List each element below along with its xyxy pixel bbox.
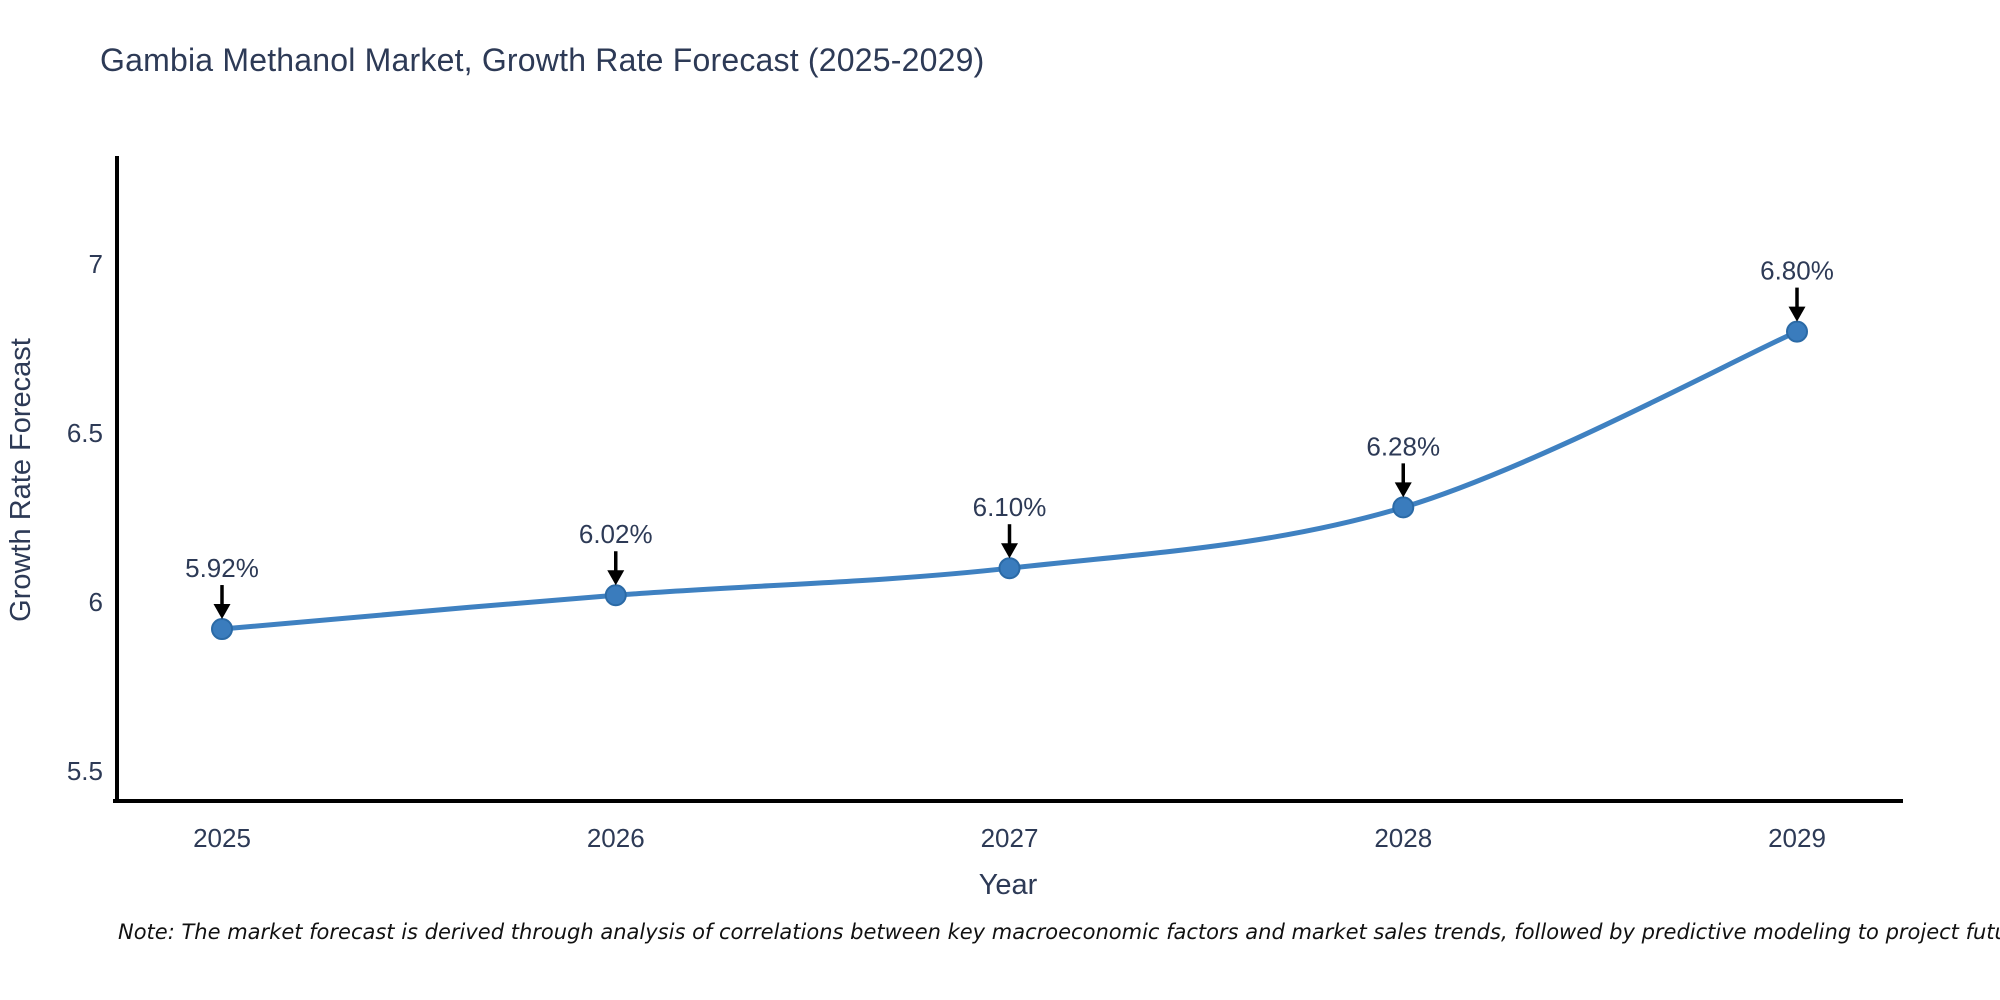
footnote: Note: The market forecast is derived thr… — [118, 920, 2000, 944]
chart-title: Gambia Methanol Market, Growth Rate Fore… — [100, 42, 985, 78]
annotation-arrow-head — [1394, 482, 1412, 498]
data-point-label: 6.02% — [579, 519, 653, 549]
annotation-arrow-head — [213, 604, 231, 620]
annotation-arrow-head — [607, 570, 625, 586]
annotation-labels: 5.92% 6.02% 6.10% 6.28% 6.80% — [185, 256, 1834, 583]
x-tick-label: 2029 — [1768, 823, 1826, 853]
data-point-label: 5.92% — [185, 553, 259, 583]
y-axis-title: Growth Rate Forecast — [5, 338, 37, 622]
data-points — [211, 320, 1808, 641]
data-point-label: 6.10% — [973, 492, 1047, 522]
data-point — [1392, 496, 1415, 519]
data-point-label: 6.28% — [1366, 431, 1440, 461]
y-tick-label: 7 — [89, 249, 103, 279]
annotation-arrow-head — [1001, 543, 1018, 559]
y-tick-labels: 5.5 6 6.5 7 — [67, 249, 103, 786]
annotation-arrows — [213, 287, 1806, 620]
x-tick-label: 2025 — [193, 823, 251, 853]
x-tick-label: 2028 — [1374, 823, 1432, 853]
data-point — [211, 618, 233, 641]
x-tick-labels: 2025 2026 2027 2028 2029 — [193, 823, 1826, 853]
y-tick-label: 6 — [89, 587, 103, 617]
data-point — [998, 557, 1021, 580]
data-point — [604, 584, 627, 607]
series-line — [219, 329, 1800, 632]
x-axis-title: Year — [979, 869, 1038, 901]
x-tick-label: 2027 — [981, 823, 1039, 853]
y-tick-label: 5.5 — [67, 756, 103, 786]
annotation-arrow-head — [1788, 306, 1806, 322]
x-tick-label: 2026 — [587, 823, 645, 853]
data-point — [1786, 320, 1808, 343]
data-point-label: 6.80% — [1760, 256, 1834, 286]
y-tick-label: 6.5 — [67, 418, 103, 448]
